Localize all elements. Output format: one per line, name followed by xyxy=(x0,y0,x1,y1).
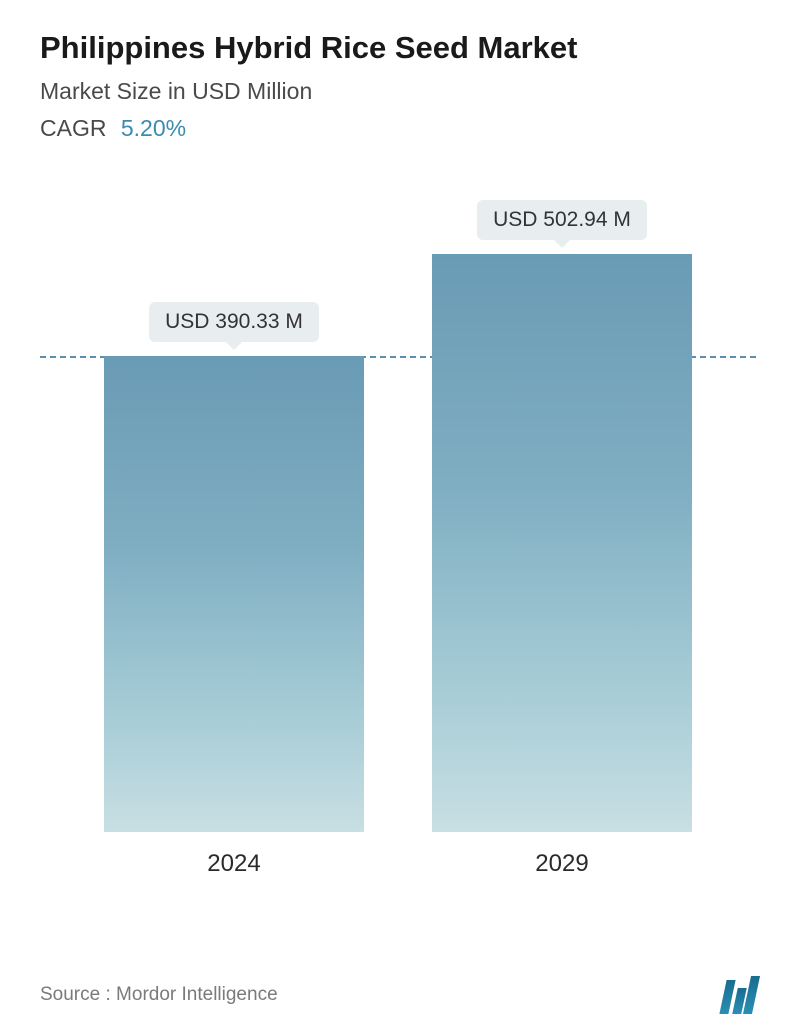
cagr-value: 5.20% xyxy=(121,115,186,141)
mordor-logo-icon xyxy=(723,976,756,1014)
value-label-2029: USD 502.94 M xyxy=(477,200,647,240)
source-name: Mordor Intelligence xyxy=(116,984,278,1005)
bar-group-2029: USD 502.94 M xyxy=(432,200,692,832)
x-label-2024: 2024 xyxy=(104,850,364,878)
bars-container: USD 390.33 M USD 502.94 M xyxy=(40,202,756,832)
source-prefix: Source : xyxy=(40,984,116,1005)
logo-bar-3 xyxy=(743,976,760,1014)
x-axis-labels: 2024 2029 xyxy=(40,832,756,878)
bar-2029 xyxy=(432,254,692,832)
chart-subtitle: Market Size in USD Million xyxy=(40,78,756,105)
x-label-2029: 2029 xyxy=(432,850,692,878)
chart-area: USD 390.33 M USD 502.94 M 2024 2029 xyxy=(40,202,756,882)
value-label-2024: USD 390.33 M xyxy=(149,302,319,342)
chart-title: Philippines Hybrid Rice Seed Market xyxy=(40,30,756,66)
bar-group-2024: USD 390.33 M xyxy=(104,302,364,832)
source-text: Source : Mordor Intelligence xyxy=(40,984,278,1006)
bar-2024 xyxy=(104,356,364,832)
chart-footer: Source : Mordor Intelligence xyxy=(40,976,756,1014)
cagr-row: CAGR 5.20% xyxy=(40,115,756,142)
cagr-label: CAGR xyxy=(40,115,106,141)
